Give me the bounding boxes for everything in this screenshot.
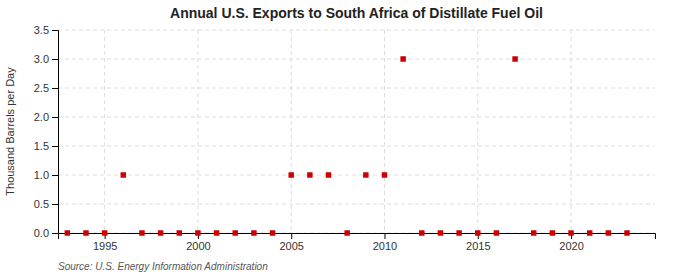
tick-label: 2.5 — [34, 82, 49, 94]
point — [550, 230, 555, 235]
tick-mark — [52, 88, 58, 89]
tick-mark — [52, 204, 58, 205]
tick: 2.5 — [34, 82, 58, 94]
grid-line — [58, 30, 655, 31]
tick-label: 2010 — [373, 240, 397, 252]
point — [158, 230, 163, 235]
grid-line — [384, 30, 385, 233]
point — [139, 230, 144, 235]
tick: 3.5 — [34, 24, 58, 36]
tick-label: 0.5 — [34, 198, 49, 210]
tick: 3.0 — [34, 53, 58, 65]
grid-line — [58, 175, 655, 176]
grid-line — [58, 59, 655, 60]
grid-line — [58, 88, 655, 89]
tick-mark — [291, 233, 292, 239]
tick: 1995 — [93, 233, 117, 252]
point — [624, 230, 629, 235]
tick-label: 0.0 — [34, 227, 49, 239]
point — [102, 230, 107, 235]
tick-label: 2015 — [466, 240, 490, 252]
tick-label: 1.5 — [34, 140, 49, 152]
point — [456, 230, 461, 235]
tick-label: 2000 — [186, 240, 210, 252]
tick-mark — [52, 233, 58, 234]
tick: 1.5 — [34, 140, 58, 152]
point — [121, 172, 126, 177]
point — [382, 172, 387, 177]
point — [606, 230, 611, 235]
x-axis: 1995 2000 2005 2010 2015 2020 — [59, 233, 656, 252]
point — [65, 230, 70, 235]
point — [568, 230, 573, 235]
point — [214, 230, 219, 235]
point — [83, 230, 88, 235]
point — [232, 230, 237, 235]
tick-label: 3.0 — [34, 53, 49, 65]
tick-label: 2005 — [279, 240, 303, 252]
grid-line — [58, 204, 655, 205]
tick-label: 1.0 — [34, 169, 49, 181]
point — [512, 56, 517, 61]
point — [251, 230, 256, 235]
y-axis: 0.0 0.5 1.0 1.5 2.0 2.5 3.0 3.5 — [34, 24, 59, 239]
point — [438, 230, 443, 235]
axis-line — [52, 31, 59, 234]
tick: 0.0 — [34, 227, 58, 239]
grid-line — [571, 30, 572, 233]
point — [270, 230, 275, 235]
grid-line — [104, 30, 105, 233]
grid-line — [58, 117, 655, 118]
point — [363, 172, 368, 177]
source: Source: U.S. Energy Information Administ… — [58, 261, 268, 272]
tick: 2005 — [279, 233, 303, 252]
grid-line — [477, 30, 478, 233]
tick: 2015 — [466, 233, 490, 252]
grid-line — [197, 30, 198, 233]
axis-line — [59, 234, 656, 240]
tick-mark — [384, 233, 385, 239]
point — [307, 172, 312, 177]
point — [288, 172, 293, 177]
tick: 1.0 — [34, 169, 58, 181]
point — [475, 230, 480, 235]
point — [195, 230, 200, 235]
tick-label: 3.5 — [34, 24, 49, 36]
tick-mark — [52, 117, 58, 118]
point — [419, 230, 424, 235]
tick-mark — [52, 175, 58, 176]
y-axis-title: Thousand Barrels per Day — [4, 67, 16, 196]
tick: 2020 — [559, 233, 583, 252]
tick: 2.0 — [34, 111, 58, 123]
grid-line — [58, 146, 655, 147]
tick: 2000 — [186, 233, 210, 252]
tick-label: 2.0 — [34, 111, 49, 123]
point — [326, 172, 331, 177]
chart: 1995 2000 2005 2010 2015 2020 0.0 0.5 1.0 1.5 2.0 2… — [0, 0, 675, 275]
tick-label: 1995 — [93, 240, 117, 252]
tick-label: 2020 — [559, 240, 583, 252]
tick: 0.5 — [34, 198, 58, 210]
title: Annual U.S. Exports to South Africa of D… — [170, 5, 543, 21]
marks — [65, 56, 630, 235]
tick-mark — [52, 59, 58, 60]
point — [494, 230, 499, 235]
tick: 2010 — [373, 233, 397, 252]
point — [344, 230, 349, 235]
point — [587, 230, 592, 235]
tick-mark — [52, 30, 58, 31]
point — [531, 230, 536, 235]
grid — [58, 30, 655, 233]
point — [400, 56, 405, 61]
point — [177, 230, 182, 235]
plot-area: 1995 2000 2005 2010 2015 2020 0.0 0.5 1.0 1.5 2.0 2… — [34, 24, 656, 252]
tick-mark — [52, 146, 58, 147]
grid-line — [291, 30, 292, 233]
